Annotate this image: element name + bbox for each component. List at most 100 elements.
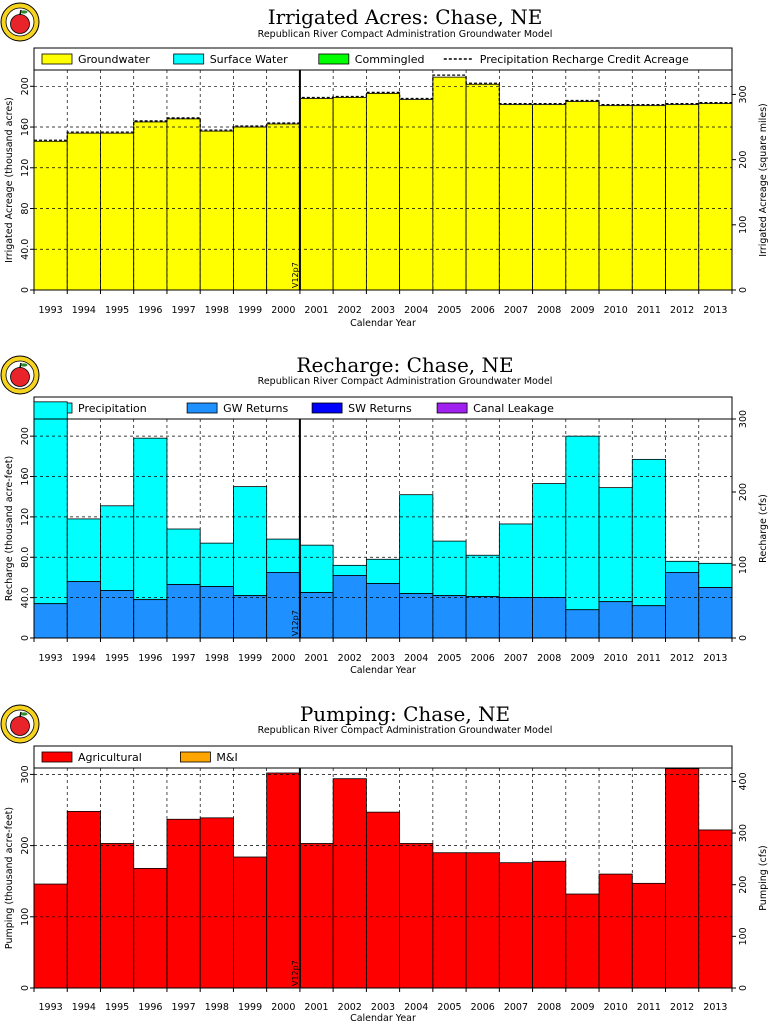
xtick-label-1996: 1996 [138,1002,162,1013]
bar-precipitation-1999 [233,486,268,597]
chart-subtitle: Republican River Compact Administration … [258,725,553,736]
xtick-label-2006: 2006 [471,305,495,316]
bar-gw-returns-2011 [631,605,666,639]
x-axis-label: Calendar Year [350,665,416,676]
y2tick-label: 300 [738,410,749,428]
chart-title: Pumping: Chase, NE [300,702,510,726]
xtick-label-2009: 2009 [570,1002,594,1013]
xtick-label-2005: 2005 [437,653,461,664]
bar-agricultural-2001 [299,843,334,989]
bar-gw-returns-2001 [299,592,334,639]
apple-stem-2 [19,362,22,369]
bar-groundwater-2011 [631,105,666,291]
bar-precipitation-2010 [598,487,633,603]
bar-groundwater-1994 [66,132,101,291]
xtick-label-1997: 1997 [171,305,195,316]
y2-axis-label: Irrigated Acreage (square miles) [758,103,768,257]
bar-gw-returns-2007 [498,597,533,639]
xtick-label-1995: 1995 [105,653,129,664]
bar-gw-returns-1993 [33,603,68,639]
y-axis-label: Irrigated Acreage (thousand acres) [4,97,15,263]
bar-groundwater-2012 [665,104,700,291]
bar-precipitation-1993 [33,401,68,605]
bar-gw-returns-2010 [598,601,633,639]
xtick-label-2007: 2007 [504,305,528,316]
xtick-label-1999: 1999 [238,305,262,316]
bar-agricultural-1999 [233,856,268,989]
xtick-label-1999: 1999 [238,653,262,664]
bar-agricultural-2010 [598,873,633,989]
xtick-label-2008: 2008 [537,1002,561,1013]
y2tick-label: 300 [738,85,749,103]
version-label: V12p7 [291,262,300,288]
legend-swatch-3 [436,402,468,414]
xtick-label-2008: 2008 [537,653,561,664]
apple-leaf-1 [20,10,28,14]
bar-gw-returns-2012 [665,572,700,639]
apple-leaf-3 [20,712,28,716]
xtick-label-1995: 1995 [105,1002,129,1013]
chart-title: Recharge: Chase, NE [296,353,513,377]
y2tick-label: 200 [738,151,749,169]
bar-precipitation-2004 [399,494,434,594]
bar-agricultural-1997 [166,818,201,989]
xtick-label-1993: 1993 [39,305,63,316]
bar-gw-returns-1997 [166,584,201,639]
ytick-label: 120 [20,508,31,526]
xtick-label-1994: 1994 [72,1002,96,1013]
plot-frame [33,418,733,639]
xtick-label-2007: 2007 [504,1002,528,1013]
bar-agricultural-2008 [532,860,567,989]
xtick-label-2012: 2012 [670,305,694,316]
bar-groundwater-2010 [598,105,633,291]
legend-label-0: Agricultural [78,751,142,764]
bar-agricultural-2000 [266,772,301,989]
bar-precipitation-2006 [465,554,500,598]
x-axis-label: Calendar Year [350,1013,416,1024]
bar-precipitation-2012 [665,560,700,573]
xtick-label-1998: 1998 [205,653,229,664]
bar-gw-returns-2004 [399,593,434,639]
bar-precipitation-2001 [299,544,334,593]
bar-groundwater-1996 [133,121,168,291]
bar-precipitation-2013 [698,562,733,588]
bar-precipitation-2009 [565,435,600,611]
bar-agricultural-1995 [100,843,135,989]
bar-agricultural-2013 [698,829,733,989]
bar-groundwater-2013 [698,103,733,291]
bar-gw-returns-1998 [199,586,234,639]
legend-swatch-0 [41,53,73,65]
xtick-label-2000: 2000 [271,305,295,316]
bar-precipitation-1996 [133,437,168,601]
xtick-label-2003: 2003 [371,653,395,664]
ytick-label: 200 [20,77,31,95]
xtick-label-2013: 2013 [703,653,727,664]
xtick-label-2007: 2007 [504,653,528,664]
xtick-label-2005: 2005 [437,305,461,316]
bar-gw-returns-2006 [465,596,500,639]
ytick-label: 40.0 [20,239,31,260]
ytick-label: 120 [20,159,31,177]
y2tick-label: 0 [738,287,749,293]
ytick-label: 100 [20,908,31,926]
xtick-label-2000: 2000 [271,653,295,664]
ytick-label: 80 [20,202,31,214]
legend-label-2: Commingled [355,53,425,66]
plot-frame [33,767,733,989]
y2tick-label: 200 [738,483,749,501]
y2-axis-label: Pumping (cfs) [758,845,768,911]
bar-agricultural-2005 [432,852,467,989]
apple-icon-2 [10,367,30,387]
bar-agricultural-2003 [365,811,401,989]
xtick-label-2008: 2008 [537,305,561,316]
xtick-label-2004: 2004 [404,653,428,664]
xtick-label-2003: 2003 [371,1002,395,1013]
version-label: V12p7 [291,960,300,986]
y-axis-label: Pumping (thousand acre-feet) [4,807,15,949]
xtick-label-2010: 2010 [604,653,628,664]
ytick-label: 200 [20,837,31,855]
ytick-label: 160 [20,467,31,485]
